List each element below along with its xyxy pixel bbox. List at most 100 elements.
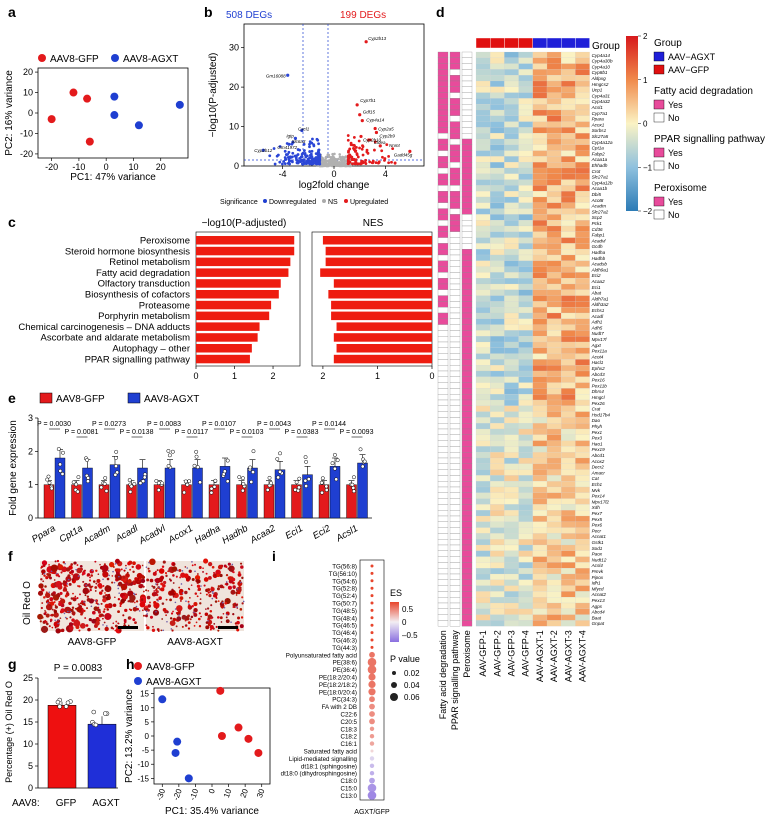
lipid-droplet: [129, 588, 131, 590]
enrichment-dot: [369, 703, 375, 710]
left-title: −log10(P-adjusted): [202, 218, 287, 229]
pathway-annotation-cell: [437, 237, 449, 244]
enrichment-dot: [369, 651, 375, 658]
p-value-label: P = 0.0083: [147, 421, 181, 428]
heatmap-cell: [504, 237, 519, 244]
gene-label: Agxt: [591, 343, 602, 348]
lipid-label: TG(46:5): [332, 623, 357, 630]
down-point: [278, 145, 282, 148]
nucleus: [117, 584, 119, 587]
lipid-droplet: [215, 625, 218, 629]
lipid-droplet: [43, 620, 46, 623]
pathway-annotation-cell: [449, 98, 461, 105]
lipid-droplet: [132, 582, 135, 585]
gene-label: Agps: [591, 604, 603, 609]
heatmap-cell: [518, 585, 533, 592]
heatmap-cell: [561, 434, 576, 441]
y-tick-label: 0: [28, 108, 33, 118]
sample-point: [154, 479, 159, 483]
heatmap-cell: [532, 162, 548, 169]
down-point: [272, 147, 276, 150]
gene-label: Pck1: [592, 221, 603, 226]
sample-point: [45, 477, 50, 482]
ns-point: [333, 152, 336, 156]
pathway-annotation-cell: [449, 579, 461, 586]
pathway-annotation-cell: [461, 301, 473, 308]
lipid-droplet: [112, 622, 115, 625]
heatmap-cell: [532, 295, 548, 302]
heatmap-cell: [475, 452, 491, 459]
sample-point: [212, 484, 217, 489]
down-point: [310, 141, 314, 145]
pathway-annotation-cell: [437, 63, 449, 70]
lipid-droplet: [217, 564, 223, 570]
lipid-droplet: [187, 600, 190, 603]
lipid-droplet: [65, 567, 71, 572]
heatmap-cell: [490, 440, 505, 447]
y-tick-label: 20: [23, 67, 33, 77]
pathway-annotation-cell: [437, 278, 449, 285]
legend-agxt-label: AAV8-AGXT: [123, 54, 178, 65]
nucleus: [95, 599, 97, 602]
heatmap-cell: [532, 237, 548, 244]
pathway-bar-plot-c: −log10(P-adjusted) NES PeroxisomeSteroid…: [18, 218, 434, 381]
heatmap-cell: [532, 608, 548, 615]
lipid-droplet: [117, 610, 120, 614]
pathway-annotation-cell: [461, 318, 473, 325]
gene-label: Abcd1: [591, 453, 605, 458]
pathway-annotation-cell: [449, 51, 461, 58]
lipid-droplet: [158, 596, 162, 600]
heatmap-cell: [532, 423, 548, 430]
nes-bar: [325, 246, 432, 256]
lipid-droplet: [103, 621, 106, 624]
pathway-annotation-cell: [461, 63, 473, 70]
gene-label: Decr2: [592, 465, 605, 470]
up-point: [358, 113, 362, 117]
enrichment-dot: [370, 586, 374, 590]
lipid-droplet: [50, 614, 53, 617]
lipid-droplet: [210, 617, 213, 620]
heatmap-cell: [532, 411, 548, 418]
heatmap-cell: [546, 382, 562, 389]
pathway-annotation-cell: [449, 307, 461, 314]
heatmap-cell: [575, 237, 590, 244]
heatmap-cell: [561, 295, 576, 302]
heatmap-cell: [546, 92, 562, 99]
heatmap-cell: [504, 249, 519, 256]
heatmap-cell: [532, 254, 548, 261]
heatmap-cell: [475, 324, 491, 331]
nucleus: [54, 619, 56, 622]
heatmap-cell: [575, 405, 590, 412]
heatmap-cell: [518, 162, 533, 169]
heatmap-cell: [575, 104, 590, 111]
padj-bar: [196, 333, 258, 342]
lipid-droplet: [134, 577, 138, 581]
heatmap-cell: [504, 57, 519, 64]
heatmap-cell: [490, 127, 505, 134]
lipid-droplet: [188, 588, 191, 591]
gene-label: Acadsb: [591, 262, 608, 267]
heatmap-cell: [546, 411, 562, 418]
heatmap-cell: [561, 115, 576, 122]
padj-bar: [196, 236, 295, 245]
heatmap-cell: [561, 225, 576, 232]
up-point: [381, 155, 384, 159]
heatmap-cell: [518, 98, 533, 105]
heatmap-cell: [518, 515, 533, 522]
heatmap-cell: [518, 115, 533, 122]
heatmap-cell: [490, 289, 505, 296]
heatmap-cell: [490, 243, 505, 250]
sample-point: [222, 469, 227, 474]
heatmap-cell: [504, 533, 519, 540]
heatmap-cell: [546, 220, 562, 227]
gene-label: Gnpat: [592, 621, 605, 626]
heatmap-cell: [561, 133, 576, 140]
lipid-droplet: [92, 580, 96, 583]
sample-point: [65, 700, 71, 706]
lipid-droplet: [43, 596, 46, 599]
heatmap-cell: [561, 231, 576, 238]
lipid-droplet: [102, 598, 107, 603]
heatmap-cell: [475, 86, 491, 93]
pathway-annotation-cell: [449, 86, 461, 93]
